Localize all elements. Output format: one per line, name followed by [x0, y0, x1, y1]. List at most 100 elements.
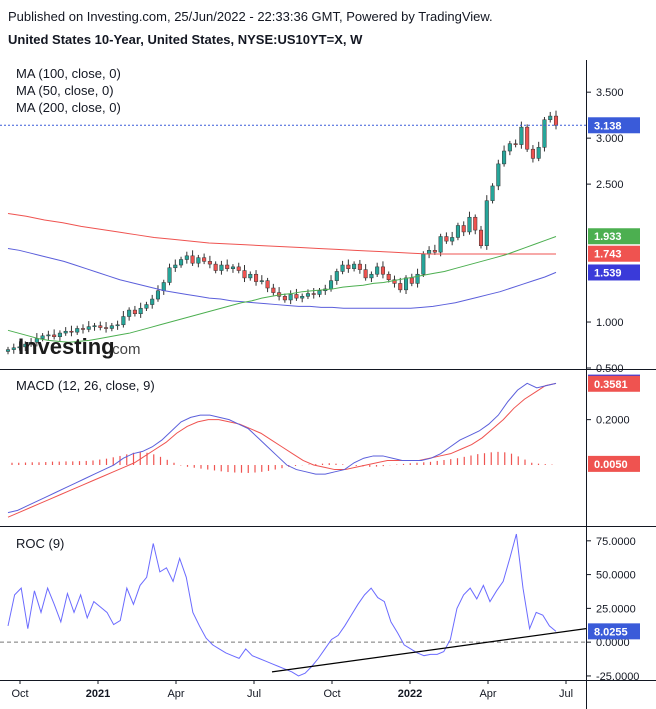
candle-body	[121, 316, 126, 326]
candle-body	[369, 273, 374, 279]
macd-value-tag: 0.0050	[594, 459, 628, 471]
roc-pane: 75.0000 50.0000 25.0000 0.0000 -25.0000 8.025…	[0, 533, 640, 683]
candle-body	[455, 225, 460, 238]
roc-tick-label: 75.0000	[596, 536, 636, 548]
candle-body	[288, 294, 293, 301]
macd-value-tag-bg	[588, 375, 640, 392]
candle-body	[202, 257, 207, 262]
candle-body	[421, 253, 426, 275]
ma50-line	[7, 236, 557, 343]
ma100-line	[7, 247, 557, 309]
candle-body	[329, 280, 334, 290]
candle-body	[132, 309, 137, 315]
candle-body	[173, 264, 178, 269]
candle-body	[52, 334, 57, 337]
candle-body	[548, 115, 553, 121]
candle-body	[184, 255, 189, 260]
candle-body	[438, 236, 443, 253]
candle-body	[444, 236, 449, 242]
candle-body	[530, 148, 535, 159]
roc-line	[7, 533, 557, 677]
candle-body	[138, 307, 143, 315]
candle-body	[190, 255, 195, 264]
candle-body	[254, 273, 259, 282]
candle-body	[352, 263, 357, 269]
candle-body	[467, 216, 472, 233]
candle-body	[115, 324, 120, 327]
candle-body	[542, 119, 547, 148]
candle-body	[230, 266, 235, 269]
candle-body	[127, 309, 132, 317]
candle-body	[282, 296, 287, 301]
macd-line	[7, 382, 557, 514]
candle-body	[536, 147, 541, 159]
candle-body	[357, 263, 362, 270]
candle-body	[271, 287, 276, 293]
candle-body	[305, 293, 310, 297]
candle-body	[207, 261, 212, 265]
roc-tick-label: -25.0000	[596, 671, 639, 683]
candle-body	[507, 143, 512, 152]
candle-body	[17, 346, 22, 349]
ma-tag-bg	[588, 245, 640, 262]
candle-body	[502, 150, 507, 165]
instrument-title: United States 10-Year, United States, NY…	[8, 32, 363, 47]
candle-body	[311, 293, 316, 295]
candle-body	[294, 294, 299, 299]
candle-body	[513, 143, 518, 145]
candle-body	[109, 325, 114, 329]
candle-body	[144, 304, 149, 309]
candle-body	[432, 250, 437, 253]
candle-body	[461, 225, 466, 233]
legend-ma100: MA (100, close, 0)	[16, 66, 121, 81]
candle-body	[490, 185, 495, 201]
candle-body	[86, 326, 91, 330]
candle-body	[409, 277, 414, 284]
candle-body	[46, 334, 51, 337]
macd-tick-label: 0.2000	[596, 415, 630, 427]
candle-body	[29, 342, 34, 345]
ma-tag: 1.933	[594, 231, 622, 243]
ma-tag: 1.539	[594, 267, 622, 279]
ma-tag-bg	[588, 264, 640, 281]
candle-body	[473, 216, 478, 231]
macd-value-tag: 0.3581	[594, 379, 628, 391]
candle-body	[375, 266, 380, 275]
candle-body	[161, 282, 166, 292]
time-axis: Oct 2021 Apr Jul Oct 2022 Apr Jul	[11, 680, 573, 700]
macd-value-tag-bg	[588, 455, 640, 472]
candle-body	[5, 349, 11, 352]
candle-body	[219, 264, 224, 271]
candle-body	[11, 347, 16, 350]
roc-trendline	[271, 628, 587, 673]
candle-body	[150, 298, 155, 305]
candle-body	[300, 296, 305, 299]
candle-body	[386, 273, 391, 280]
candle-body	[98, 325, 103, 328]
candle-body	[248, 273, 253, 279]
candle-body	[496, 163, 501, 187]
candle-body	[317, 290, 322, 295]
candle-body	[478, 229, 484, 246]
candle-body	[484, 200, 489, 246]
candle-body	[225, 264, 230, 269]
candle-body	[69, 330, 74, 333]
candle-body	[380, 266, 385, 275]
roc-tick-label: 25.0000	[596, 603, 636, 615]
roc-last-tag-bg	[588, 623, 640, 640]
ma-tag-bg	[588, 228, 640, 245]
legend-ma50: MA (50, close, 0)	[16, 83, 114, 98]
time-tick-label: Jul	[247, 688, 261, 700]
candle-body	[40, 335, 45, 339]
candle-body	[392, 279, 397, 284]
price-tick-label: 3.000	[596, 133, 624, 145]
time-tick-label: 2021	[86, 688, 110, 700]
candle-body	[213, 263, 218, 271]
roc-tick-label: 0.0000	[596, 637, 630, 649]
price-pane: 3.500 3.000 2.500 1.000 0.500 3.138 1.933 1.743…	[0, 87, 640, 375]
candle-body	[346, 264, 351, 269]
candle-body	[104, 327, 109, 329]
candle-body	[404, 277, 409, 291]
